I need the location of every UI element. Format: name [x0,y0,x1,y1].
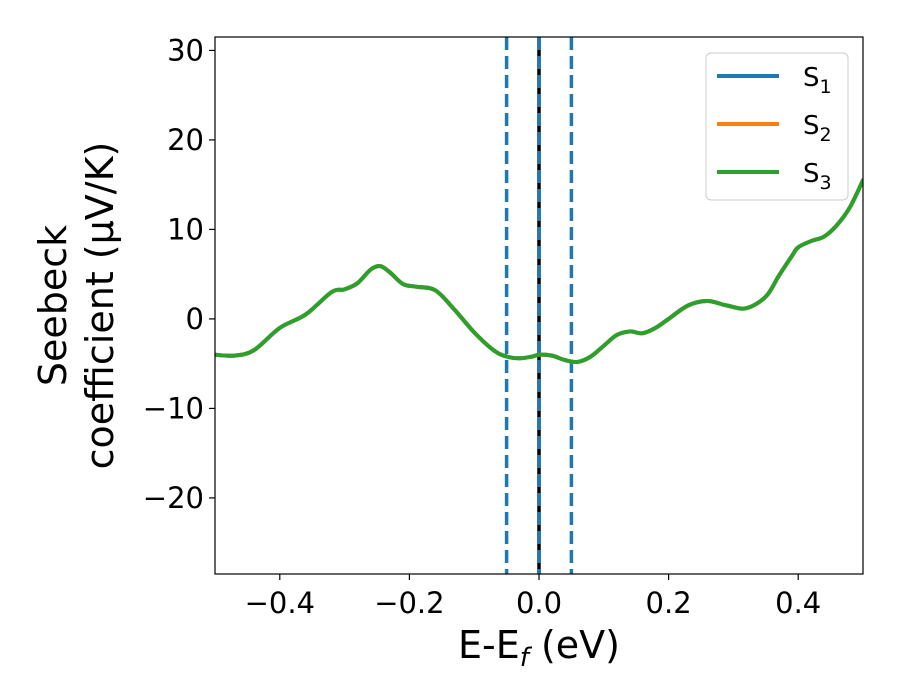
legend-label-subscript: 1 [820,76,832,98]
x-tick-label: 0.0 [516,586,562,620]
x-tick-label: −0.2 [374,586,444,620]
y-tick-label: 20 [167,123,204,157]
axis-ticks: −0.4 −0.2 0.0 0.2 0.4 −20 −10 0 10 20 30 [143,33,821,620]
plot-lines [215,37,863,574]
legend-label-main: S [803,159,820,189]
y-axis-label-line2: coefficient (μV/K) [78,142,122,470]
y-tick-label: −10 [143,391,204,425]
x-tick-label: −0.4 [245,586,315,620]
y-tick-label: 10 [167,212,204,246]
legend-label-main: S [803,111,820,141]
legend-label-subscript: 3 [820,172,832,194]
legend-label-main: S [803,63,820,93]
x-tick-label: 0.2 [646,586,692,620]
legend-label-subscript: 2 [820,124,832,146]
legend-label-s3: S3 [803,159,832,194]
series-line-s3 [215,178,863,365]
x-axis-label-unit: (eV) [529,623,620,667]
y-axis-label-line1: Seebeck [31,225,75,386]
y-tick-label: −20 [143,481,204,515]
y-tick-label: 0 [186,302,204,336]
x-axis-label: E-Ef (eV) [458,623,620,673]
legend-label-s2: S2 [803,111,832,146]
legend-box [705,52,849,201]
y-axis-label: Seebeck coefficient (μV/K) [31,142,122,470]
x-axis-label-main: E-E [458,623,520,667]
x-tick-label: 0.4 [775,586,821,620]
y-tick-label: 30 [167,33,204,67]
legend-label-s1: S1 [803,63,832,98]
